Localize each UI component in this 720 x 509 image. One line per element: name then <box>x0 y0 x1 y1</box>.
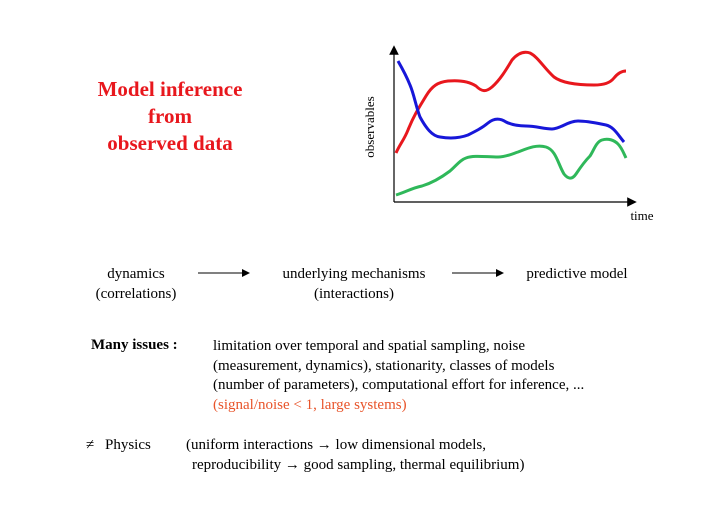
title-line-1: Model inference <box>97 77 243 101</box>
physics-line-1: (uniform interactions → low dimensional … <box>186 437 486 453</box>
flow-step-dynamics-line1: dynamics <box>107 266 165 282</box>
title-line-2: from <box>148 104 192 128</box>
flow-step-mechanisms-line2: (interactions) <box>314 286 394 302</box>
flow-step-dynamics-line2: (correlations) <box>95 286 177 302</box>
x-axis-label: time <box>630 208 653 223</box>
issues-text: limitation over temporal and spatial sam… <box>213 337 584 415</box>
flow-step-mechanisms: underlying mechanisms (interactions) <box>262 264 446 304</box>
page-title: Model inference from observed data <box>60 76 280 157</box>
flow-arrow-1 <box>198 269 250 277</box>
flow-step-dynamics: dynamics (correlations) <box>72 264 200 304</box>
red-curve <box>394 50 627 154</box>
physics-label: Physics <box>105 437 151 453</box>
blue-curve <box>396 60 626 143</box>
flow-step-mechanisms-line1: underlying mechanisms <box>282 266 426 282</box>
issues-line-3: (number of parameters), computational ef… <box>213 377 585 393</box>
y-axis-label: observables <box>362 96 377 157</box>
physics-line-2: reproducibility → good sampling, thermal… <box>192 457 525 473</box>
flow-step-predictive: predictive model <box>514 264 640 284</box>
issues-line-4-highlight: (signal/noise < 1, large systems) <box>213 396 407 413</box>
issues-label: Many issues : <box>91 337 178 353</box>
title-line-3: observed data <box>107 131 233 155</box>
flow-step-predictive-line1: predictive model <box>526 266 628 282</box>
flow-arrow-2 <box>452 269 504 277</box>
issues-line-1: limitation over temporal and spatial sam… <box>213 338 526 354</box>
not-equal-symbol: ≠ <box>86 437 95 453</box>
green-curve <box>395 137 628 197</box>
observables-plot: observables time <box>362 45 654 223</box>
issues-line-2: (measurement, dynamics), stationarity, c… <box>213 357 555 374</box>
